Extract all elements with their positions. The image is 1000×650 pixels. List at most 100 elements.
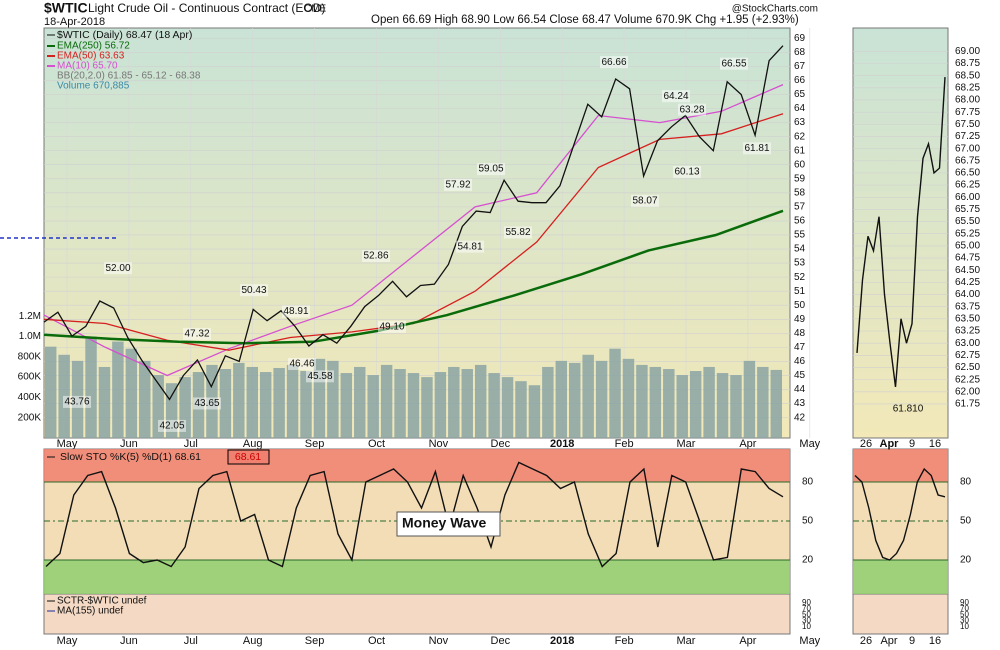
y-tick-label: 63 — [794, 117, 806, 128]
y-tick-label: 47 — [794, 342, 806, 353]
y-tick-label: 10 — [802, 622, 811, 631]
x-tick-label: Nov — [429, 635, 449, 647]
y-tick-label: 63.50 — [955, 313, 980, 324]
y-tick-label: 64.50 — [955, 265, 980, 276]
peak-label: 46.46 — [289, 359, 314, 370]
quote: Open 66.69 High 68.90 Low 66.54 Close 68… — [371, 14, 799, 26]
annotation-bg — [158, 419, 186, 432]
legend-title: $WTIC (Daily) 68.47 (18 Apr) — [57, 29, 192, 41]
y-tick-label: 66.00 — [955, 192, 980, 203]
volume-bar — [474, 364, 487, 438]
y-tick-label: 65.25 — [955, 228, 980, 239]
x-tick-label: Oct — [368, 438, 385, 450]
overbought-zone — [44, 449, 790, 483]
volume-bar — [609, 348, 621, 438]
annotation-bg — [600, 56, 628, 69]
x-tick-label: Apr — [880, 438, 900, 450]
y-tick-label: 52 — [794, 272, 806, 283]
y-tick-label: 62.25 — [955, 374, 980, 385]
x-tick-label: Mar — [677, 438, 696, 450]
y-tick-label: 80 — [802, 477, 814, 488]
y-tick-label: 43 — [794, 398, 806, 409]
x-tick-label: Aug — [243, 635, 263, 647]
y-tick-label: 50 — [794, 300, 806, 311]
y-tick-label: 62 — [794, 131, 806, 142]
y-tick-label: 69.00 — [955, 46, 980, 57]
x-tick-label: Dec — [491, 635, 511, 647]
x-tick-label: 26 — [860, 635, 872, 647]
y-tick-label: 59 — [794, 173, 806, 184]
last-value: 68.61 — [235, 451, 261, 463]
y-tick-label: 62.00 — [955, 386, 980, 397]
x-tick-label: Aug — [243, 438, 263, 450]
y-tick-label: 20 — [960, 555, 972, 566]
y-tick-label: 44 — [794, 384, 806, 395]
y-tick-label: 10 — [960, 622, 969, 631]
y-tick-label: 70 — [960, 604, 969, 613]
volume-bar — [85, 336, 97, 438]
volume-bar — [273, 367, 285, 438]
x-tick-label: Sep — [305, 438, 325, 450]
y-tick-label: 68.25 — [955, 82, 980, 93]
volume-tick-label: 400K — [18, 392, 42, 403]
volume-bar — [139, 360, 151, 438]
y-tick-label: 61.75 — [955, 399, 980, 410]
volume-tick-label: 1.2M — [19, 311, 41, 322]
legend-note: Volume 670,885 — [57, 81, 130, 92]
x-tick-label: Nov — [429, 438, 449, 450]
peak-label: 43.76 — [64, 397, 89, 408]
volume-bar — [313, 358, 326, 438]
sctr-panel — [43, 593, 791, 635]
x-tick-label: May — [57, 438, 78, 450]
volume-bar — [595, 360, 608, 438]
annotation-bg — [183, 327, 211, 340]
y-tick-label: 90 — [960, 598, 969, 607]
x-tick-label: 16 — [929, 635, 941, 647]
x-tick-label: Dec — [491, 438, 511, 450]
date: 18-Apr-2018 — [44, 16, 105, 28]
peak-label: 50.43 — [241, 285, 266, 296]
series-line — [43, 45, 784, 401]
annotation-bg — [477, 163, 505, 176]
y-tick-label: 62.75 — [955, 350, 980, 361]
y-tick-label: 66.75 — [955, 155, 980, 166]
y-tick-label: 65.75 — [955, 204, 980, 215]
volume-tick-label: 800K — [18, 351, 42, 362]
volume-bar — [461, 368, 473, 438]
volume-bar — [676, 375, 688, 438]
y-tick-label: 67 — [794, 61, 806, 72]
annotation-bg — [362, 250, 390, 263]
annotation-bg — [673, 165, 701, 178]
x-tick-label: Feb — [615, 635, 634, 647]
x-tick-label: 9 — [909, 438, 915, 450]
last-value-box — [227, 449, 270, 465]
y-tick-label: 65.00 — [955, 241, 980, 252]
volume-bar — [246, 366, 258, 438]
y-tick-label: 30 — [802, 616, 811, 625]
y-tick-label: 51 — [794, 286, 806, 297]
volume-bar — [233, 362, 245, 438]
x-tick-label: Jul — [184, 438, 198, 450]
annotation-bg — [63, 395, 91, 408]
volume-bar — [649, 366, 662, 438]
y-tick-label: 80 — [960, 477, 972, 488]
volume-bar — [354, 366, 366, 438]
x-tick-label: Mar — [677, 635, 696, 647]
y-tick-label: 70 — [802, 604, 811, 613]
y-tick-label: 30 — [960, 616, 969, 625]
annotation-box — [396, 511, 501, 537]
annotation-bg — [306, 370, 334, 383]
x-tick-label: May — [57, 635, 78, 647]
annotation-bg — [662, 90, 690, 103]
volume-bar — [407, 373, 420, 438]
volume-bar — [622, 358, 635, 438]
volume-bar — [152, 375, 164, 438]
y-tick-label: 50 — [802, 610, 811, 619]
y-tick-label: 64.75 — [955, 253, 980, 264]
volume-bar — [286, 364, 299, 438]
x-tick-label: Apr — [739, 438, 756, 450]
volume-bar — [300, 371, 312, 438]
y-tick-label: 56 — [794, 216, 806, 227]
series-line — [854, 467, 946, 561]
